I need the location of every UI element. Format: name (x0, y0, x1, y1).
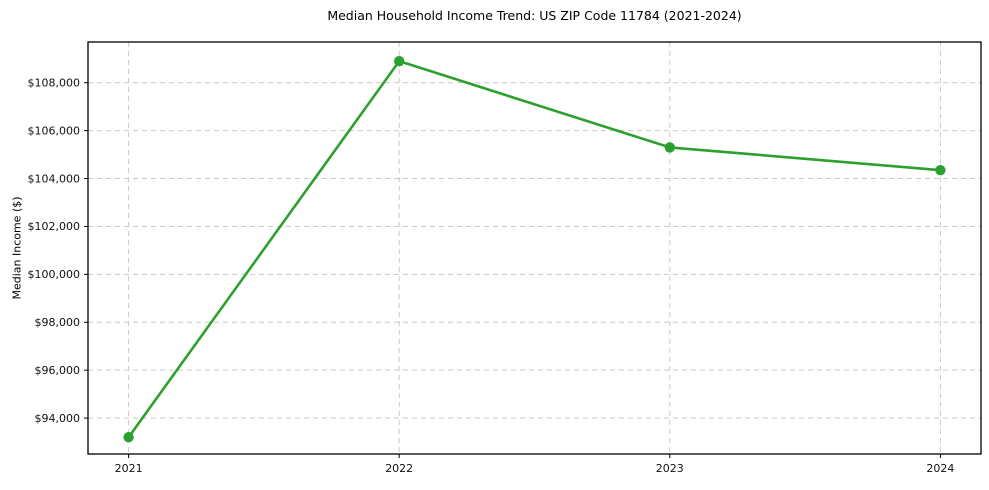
y-tick-label: $108,000 (28, 77, 81, 90)
data-point-2021 (123, 432, 134, 443)
y-tick-label: $104,000 (28, 172, 81, 185)
x-tick-label: 2021 (115, 462, 143, 475)
y-tick-label: $100,000 (28, 268, 81, 281)
y-tick-label: $96,000 (35, 364, 81, 377)
x-tick-label: 2023 (656, 462, 684, 475)
y-tick-label: $102,000 (28, 220, 81, 233)
x-tick-label: 2024 (926, 462, 954, 475)
x-tick-label: 2022 (385, 462, 413, 475)
income-trend-line (127, 59, 942, 439)
data-point-2022 (393, 55, 405, 67)
data-point-2024 (935, 164, 946, 176)
y-tick-label: $106,000 (28, 124, 81, 137)
y-tick-label: $94,000 (35, 412, 81, 425)
data-point-2023 (664, 142, 676, 153)
plot-border (87, 41, 982, 455)
chart-title: Median Household Income Trend: US ZIP Co… (327, 8, 742, 23)
y-tick-label: $98,000 (35, 316, 81, 329)
